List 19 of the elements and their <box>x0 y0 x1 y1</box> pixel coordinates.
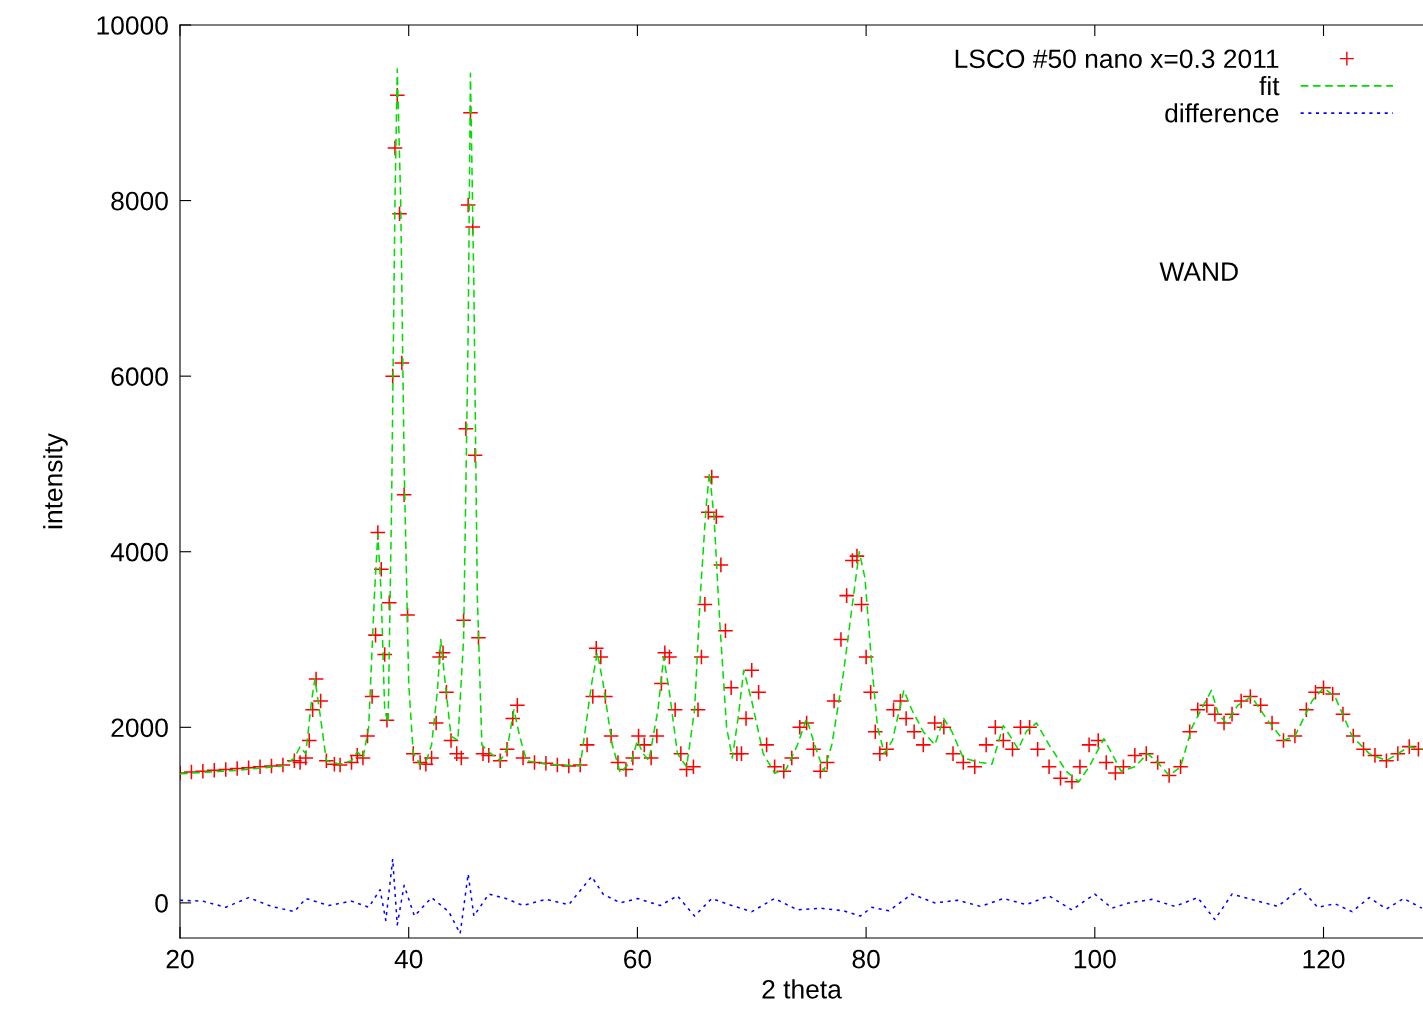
legend-label: fit <box>1259 75 1280 96</box>
annotation: WAND <box>1159 262 1238 281</box>
x-tick-label: 80 <box>852 949 880 969</box>
x-tick-label: 20 <box>166 949 194 969</box>
x-tick-label: 120 <box>1303 949 1345 969</box>
y-tick-label: 4000 <box>110 542 168 562</box>
x-tick-label: 40 <box>394 949 423 969</box>
legend-label: LSCO #50 nano x=0.3 2011 <box>955 49 1279 69</box>
legend-label: difference <box>1165 103 1279 123</box>
y-tick-label: 10000 <box>97 16 168 35</box>
y-tick-label: 6000 <box>111 367 168 386</box>
x-tick-label: 60 <box>624 949 652 969</box>
y-axis-title: intensity <box>43 433 68 529</box>
line-series <box>180 858 1423 935</box>
x-tick-label: 100 <box>1074 949 1116 969</box>
y-tick-label: 2000 <box>111 718 168 738</box>
x-axis-title: 2 theta <box>762 979 842 999</box>
y-tick-label: 0 <box>155 894 168 913</box>
y-tick-label: 8000 <box>111 191 168 211</box>
